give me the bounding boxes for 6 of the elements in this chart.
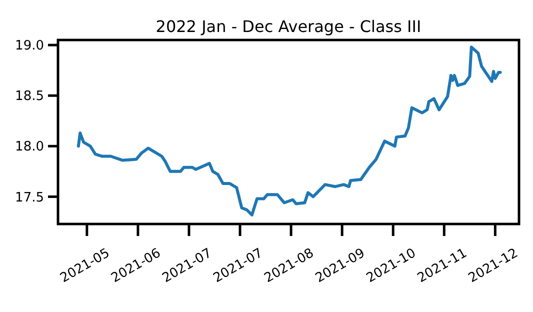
y-tick-label: 18.5 — [15, 89, 44, 104]
line-series — [76, 46, 502, 216]
y-tick-label: 18.0 — [15, 140, 44, 155]
y-tick-label: 19.0 — [15, 38, 44, 54]
chart-title: 2022 Jan - Dec Average - Class III — [156, 17, 422, 36]
y-tick-label: 17.5 — [15, 190, 44, 206]
